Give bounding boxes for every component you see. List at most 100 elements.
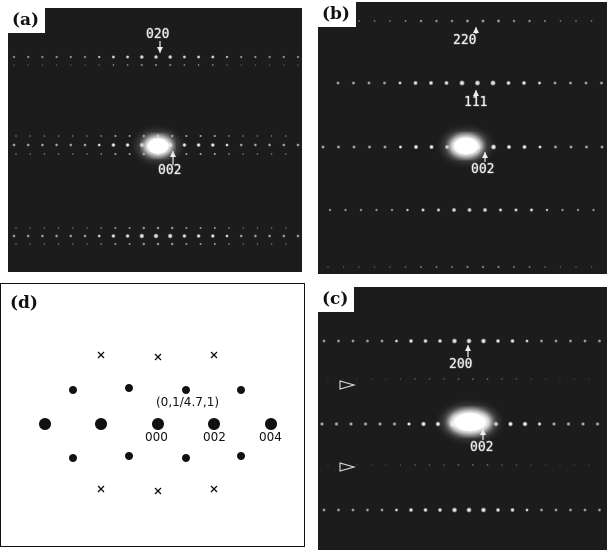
lattice-point-small [69,386,77,394]
diffraction-spot [544,464,547,466]
diffraction-spot [334,421,339,427]
diffraction-spot [336,145,341,149]
diffraction-spot [240,64,243,66]
diffraction-spot [282,64,285,66]
arrow-002-head [480,429,486,435]
diffraction-spot [54,234,59,238]
diffraction-spot [199,152,202,156]
diffraction-spot [27,64,30,66]
diffraction-spot [282,234,286,238]
diffraction-spot [54,143,59,147]
diffraction-spot [437,507,443,513]
diffraction-spot [322,508,326,512]
diffraction-spot [597,508,602,512]
diffraction-spot [270,152,273,156]
diffraction-spot [367,81,371,85]
diffraction-spot [490,144,497,150]
diffraction-spot [486,463,489,467]
diffraction-spot [41,64,44,66]
diffraction-spot [270,134,273,138]
diffraction-spot [126,63,129,67]
diffraction-spot [71,242,74,246]
diffraction-spot [97,234,101,238]
diffraction-spot [26,234,30,238]
diffraction-spot [394,339,399,343]
diffraction-spot [12,143,16,147]
diffraction-spot [457,377,460,381]
diffraction-spot [525,508,529,512]
diffraction-spot [423,507,428,513]
diffraction-spot [210,142,215,148]
diffraction-spot [57,152,60,156]
diffraction-spot [365,339,370,343]
diffraction-spot [211,63,214,67]
diffraction-spot [100,242,103,246]
diffraction-spot [539,339,544,343]
diffraction-spot [26,143,30,147]
diffraction-spot [341,464,344,466]
diffraction-spot [398,145,403,149]
diffraction-spot [153,233,159,239]
arrow-200-head [465,345,471,351]
diffraction-spot [242,152,245,156]
diffraction-spot [85,152,89,156]
diffraction-spot [568,508,573,512]
diffraction-spot [568,339,573,343]
diffraction-spot [434,19,439,23]
diffraction-spot [404,19,407,23]
diffraction-spot [242,134,245,138]
diffraction-spot [327,266,329,268]
diffraction-spot [185,242,188,246]
diffraction-spot [414,378,416,380]
panel-d-schematic: (d) (0,1/4.7,1) 000 002 004 [0,283,305,547]
diffraction-spot [506,144,512,150]
diffraction-spot [497,265,500,269]
diffraction-spot [84,64,86,66]
diffraction-spot [495,507,501,513]
diffraction-spot [466,507,472,513]
diffraction-spot [167,233,173,239]
diffraction-spot [114,134,117,138]
diffraction-spot [270,226,273,230]
diffraction-spot [213,226,217,230]
diffraction-spot [428,80,434,86]
panel-b-tag: (b) [318,2,356,27]
diffraction-spot [97,55,101,59]
diffraction-spot [85,242,89,246]
diffraction-spot [256,242,259,246]
diffraction-spot [423,338,428,344]
lattice-point-large [152,418,164,430]
diffraction-spot [114,152,117,156]
diffraction-spot [406,421,412,427]
diffraction-spot [342,266,345,268]
diffraction-spot [466,265,469,269]
diffraction-spot [480,338,487,344]
diffraction-spot [225,143,229,147]
diffraction-spot [227,242,231,246]
diffraction-spot [559,19,562,23]
forbidden-reflection-cross [210,351,218,359]
diffraction-spot [336,339,341,343]
diffraction-spot [284,134,287,138]
diffraction-spot [100,226,103,230]
diffraction-spot [408,507,414,513]
diffraction-spot [413,144,419,150]
lattice-point-large [265,418,277,430]
diffraction-spot [268,64,271,66]
diffraction-spot [450,19,454,23]
diffraction-spot [580,421,586,427]
panel-c-spots [319,338,602,513]
central-beam-core [454,137,478,155]
diffraction-spot [69,64,72,66]
diffraction-spot [111,55,116,59]
diffraction-spot [510,338,515,344]
diffraction-spot [69,234,73,238]
diffraction-spot [583,508,587,512]
diffraction-spot [528,265,531,269]
diffraction-spot [29,242,32,246]
diffraction-spot [253,234,258,238]
diffraction-spot [213,242,217,246]
diffraction-spot [284,226,287,230]
diffraction-spot [268,55,272,59]
diffraction-spot [501,378,503,380]
